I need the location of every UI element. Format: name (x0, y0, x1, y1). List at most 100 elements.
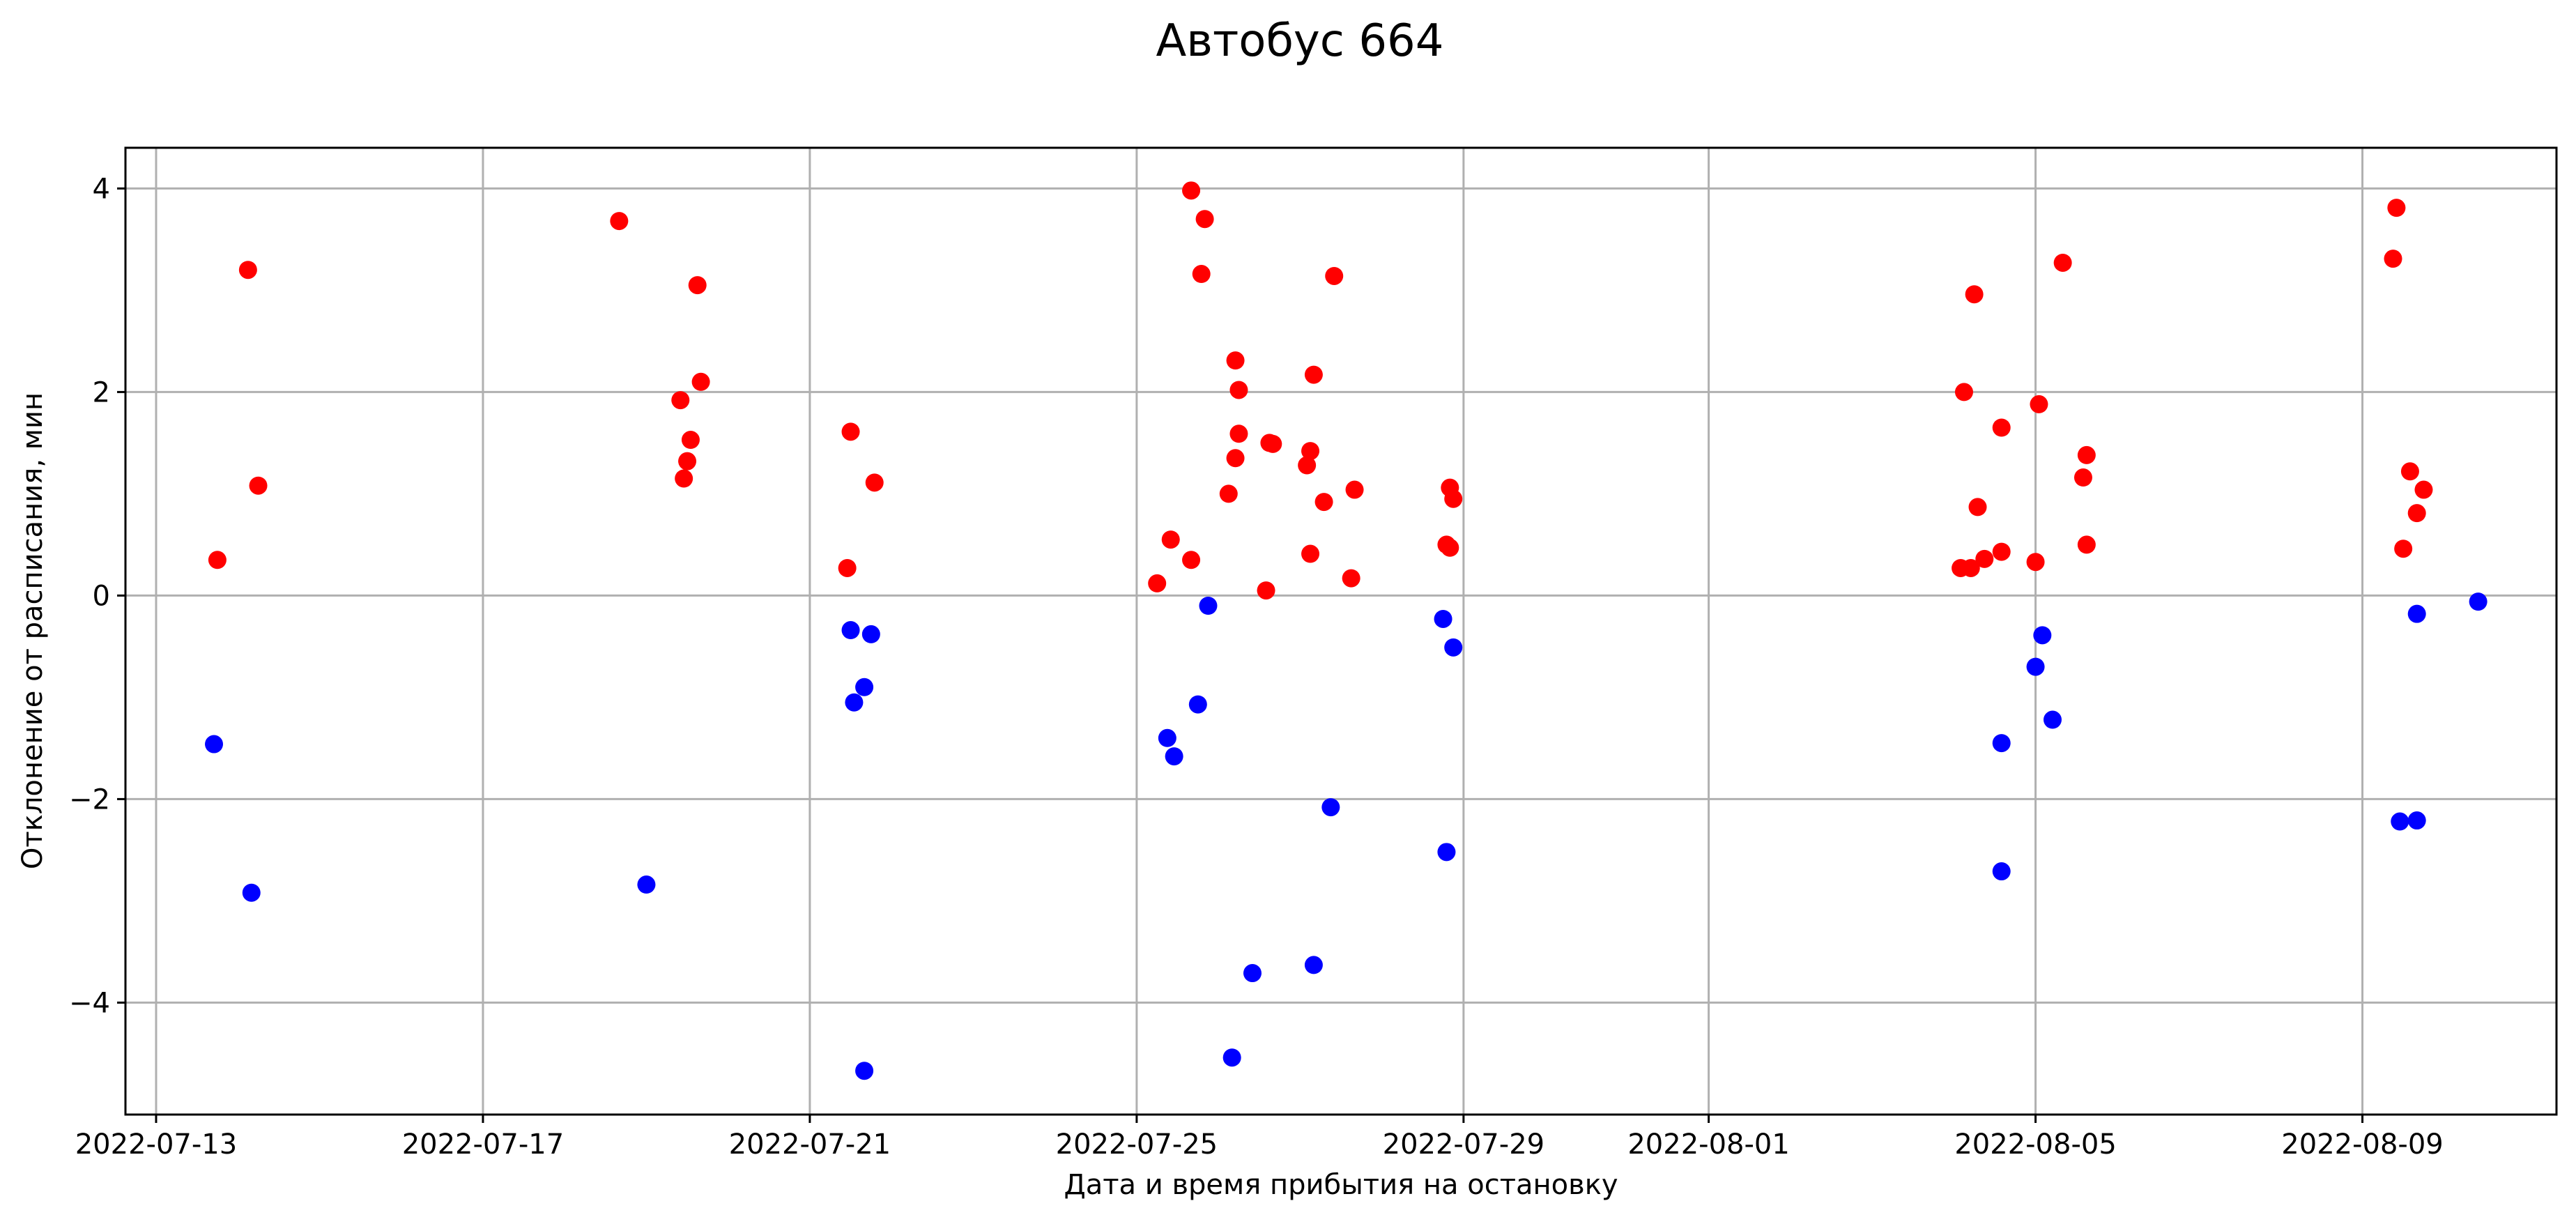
data-point (855, 1062, 874, 1080)
data-point (841, 621, 860, 640)
data-point (637, 875, 656, 894)
data-point (1314, 493, 1333, 512)
data-point (2407, 504, 2426, 523)
data-point (249, 476, 268, 495)
data-point (205, 735, 224, 753)
x-tick-label: 2022-08-01 (1627, 1129, 1789, 1161)
data-point (1434, 609, 1452, 628)
data-point (1961, 558, 1980, 577)
data-point (1992, 418, 2011, 437)
data-point (1192, 265, 1211, 284)
data-point (1222, 1048, 1241, 1067)
data-point (1226, 351, 1245, 370)
data-point (1325, 266, 1344, 285)
y-tick-label: −2 (69, 783, 110, 816)
data-point (1992, 734, 2011, 753)
x-tick-label: 2022-08-09 (2281, 1129, 2443, 1161)
data-point (841, 422, 860, 441)
data-point (1219, 484, 1238, 503)
x-tick-label: 2022-07-29 (1383, 1129, 1544, 1161)
x-tick-label: 2022-07-21 (729, 1129, 891, 1161)
data-point (238, 261, 257, 280)
grid (125, 148, 2556, 1115)
data-point (1158, 728, 1176, 747)
data-point (610, 212, 629, 231)
data-point (691, 372, 710, 391)
data-point (2407, 811, 2426, 830)
data-point (861, 625, 880, 643)
y-tick-label: 2 (93, 376, 110, 408)
data-point (1182, 181, 1201, 200)
data-point (1165, 747, 1183, 766)
chart-title: Автобус 664 (1156, 15, 1444, 67)
data-point (865, 473, 884, 492)
data-point (2073, 468, 2092, 487)
data-point (1304, 956, 1323, 974)
data-point (1304, 365, 1323, 384)
data-point (242, 883, 261, 902)
data-point (1226, 449, 1245, 468)
x-axis-label: Дата и время прибытия на остановку (1064, 1169, 1618, 1201)
data-point (1342, 569, 1360, 588)
data-point (1301, 442, 1320, 461)
data-point (1161, 530, 1180, 549)
data-points (205, 181, 2487, 1080)
data-point (1229, 381, 1248, 399)
data-point (1298, 456, 1317, 475)
data-point (1195, 210, 1214, 229)
y-tick-label: −4 (69, 987, 110, 1019)
data-point (675, 469, 693, 488)
axis-ticks: 2022-07-13 2022-07-17 2022-07-21 2022-07-25… (69, 173, 2444, 1161)
data-point (2077, 535, 2096, 554)
data-point (2030, 395, 2048, 413)
x-tick-label: 2022-07-13 (75, 1129, 237, 1161)
data-point (671, 391, 690, 410)
data-point (1968, 498, 1987, 517)
data-point (1257, 581, 1275, 600)
data-point (2053, 253, 2072, 272)
data-point (1148, 574, 1167, 592)
data-point (2394, 540, 2413, 558)
data-point (2387, 199, 2406, 217)
data-point (1965, 285, 1984, 304)
data-point (1437, 843, 1456, 862)
data-point (1182, 551, 1201, 569)
data-point (1444, 638, 1463, 657)
x-tick-label: 2022-08-05 (1954, 1129, 2116, 1161)
data-point (688, 276, 707, 295)
data-point (2026, 553, 2045, 572)
data-point (1301, 544, 1320, 563)
data-point (2384, 250, 2402, 268)
y-axis-label: Отклонение от расписания, мин (17, 392, 49, 869)
data-point (838, 558, 857, 577)
data-point (845, 693, 864, 712)
data-point (2391, 812, 2409, 831)
data-point (2414, 480, 2433, 499)
data-point (678, 452, 697, 471)
data-point (1345, 480, 1364, 499)
data-point (855, 678, 874, 696)
x-tick-label: 2022-07-17 (402, 1129, 564, 1161)
data-point (1954, 383, 1973, 401)
data-point (1229, 424, 1248, 443)
data-point (1992, 862, 2011, 881)
data-point (1975, 549, 1994, 568)
data-point (2407, 604, 2426, 623)
x-tick-label: 2022-07-25 (1056, 1129, 1218, 1161)
data-point (2026, 657, 2045, 676)
data-point (681, 431, 700, 450)
data-point (208, 551, 227, 569)
data-point (1992, 542, 2011, 561)
data-point (1199, 597, 1218, 615)
data-point (2077, 445, 2096, 464)
data-point (2043, 710, 2062, 729)
data-point (1188, 695, 1207, 714)
data-point (1264, 434, 1282, 453)
data-point (1444, 489, 1463, 508)
data-point (1321, 798, 1340, 817)
data-point (1243, 964, 1262, 983)
plot-frame (124, 146, 2558, 1116)
y-tick-label: 0 (93, 580, 110, 612)
